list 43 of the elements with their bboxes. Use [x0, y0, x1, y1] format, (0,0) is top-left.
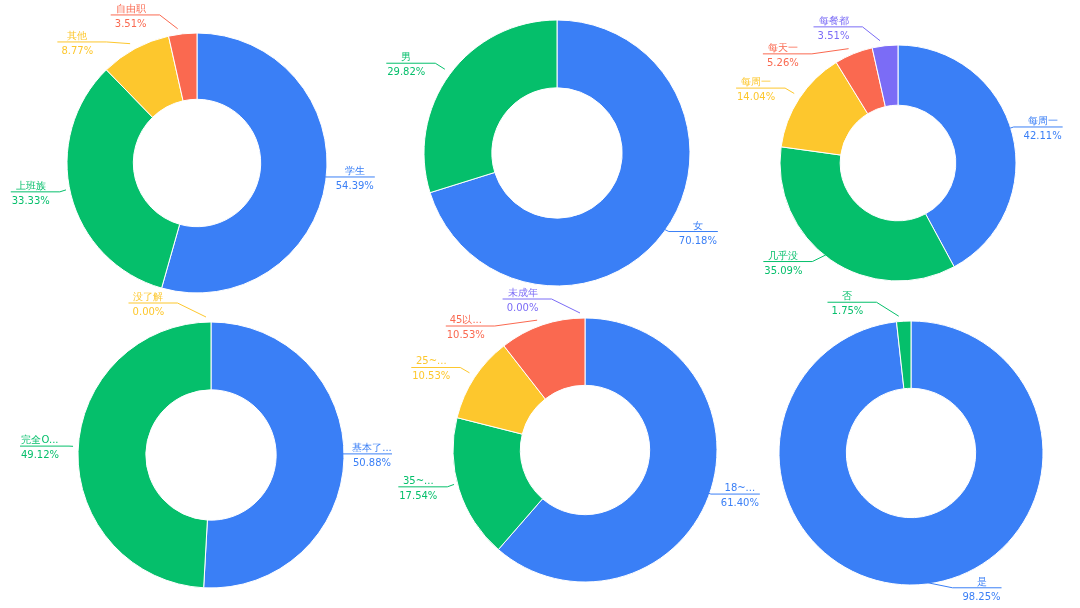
data-label: 14.04%: [737, 91, 776, 103]
data-label: 5.26%: [766, 56, 799, 68]
category-label: 未成年: [507, 287, 538, 298]
slice-label: 几乎没: [768, 249, 799, 261]
text: 0.00%: [132, 306, 165, 317]
slice-label: 完全O...: [21, 434, 59, 446]
data-label: 8.77%: [61, 44, 94, 56]
data-label: 33.33%: [11, 194, 50, 206]
slice-label: 每天一: [767, 41, 798, 53]
slice-label: 18~...: [724, 482, 756, 494]
data-label: 50.88%: [352, 456, 392, 468]
slice-label: 每餐都: [818, 14, 849, 26]
data-label: 98.25%: [962, 590, 1001, 602]
data-label: 49.12%: [20, 449, 60, 461]
slice-label: 否: [842, 290, 853, 302]
slice-label: 每周一: [1027, 114, 1058, 126]
slice-label: 每周一: [741, 76, 772, 88]
data-label: 54.39%: [335, 179, 374, 191]
slice-label: 45以...: [449, 314, 482, 325]
slice-label: 上班族: [15, 179, 46, 191]
slice-label: 25~...: [415, 355, 447, 367]
data-label: 61.40%: [720, 497, 759, 509]
data-label: 3.51%: [114, 17, 147, 29]
data-label: 42.11%: [1023, 129, 1062, 141]
slice-label: 学生: [344, 164, 365, 176]
data-label: 70.18%: [678, 234, 717, 246]
donut-slice: [778, 320, 1044, 586]
data-label: 3.51%: [817, 29, 850, 41]
slice-label: 其他: [67, 29, 88, 41]
slice-label: 是: [976, 575, 987, 587]
slice-label: 基本了...: [352, 441, 392, 453]
slice-label: 女: [692, 219, 703, 231]
slice-label: 自由职: [115, 2, 146, 14]
data-label: 35.09%: [764, 264, 803, 276]
data-label: 17.54%: [399, 489, 438, 501]
data-label: 29.82%: [387, 66, 426, 78]
slice-label: 男: [401, 51, 412, 63]
data-label: 10.53%: [446, 329, 485, 340]
data-label: 1.75%: [831, 305, 864, 317]
slice-label: 35~...: [402, 474, 434, 486]
data-label: 10.53%: [412, 370, 451, 382]
category-label: 没了解: [133, 291, 164, 302]
text: 0.00%: [506, 302, 539, 313]
